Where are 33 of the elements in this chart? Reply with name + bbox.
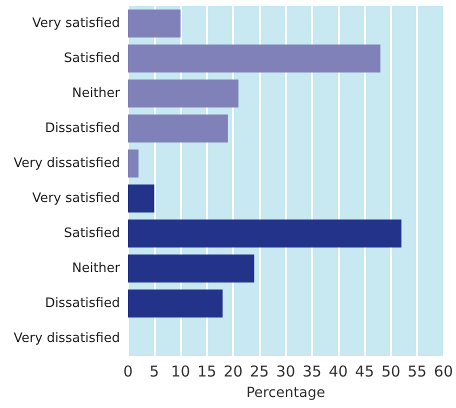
bar: [128, 220, 402, 248]
y-tick-label: Satisfied: [64, 51, 120, 66]
x-tick-label: 10: [171, 362, 190, 380]
y-tick-label: Very satisfied: [32, 191, 120, 206]
y-tick-label: Very dissatisfied: [14, 156, 120, 171]
x-tick-label: 30: [276, 362, 296, 380]
x-tick-label: 25: [250, 362, 269, 380]
x-tick-label: 40: [328, 362, 348, 380]
bar: [128, 114, 228, 142]
x-tick-label: 60: [434, 362, 454, 380]
y-tick-label: Very satisfied: [32, 16, 120, 31]
y-tick-label: Neither: [72, 86, 121, 101]
x-tick-label: 0: [123, 362, 133, 380]
x-tick-label: 50: [381, 362, 400, 380]
y-tick-label: Neither: [72, 261, 121, 276]
y-tick-label: Dissatisfied: [44, 296, 120, 311]
bar: [128, 80, 238, 108]
bar: [128, 290, 223, 318]
x-tick-label: 20: [224, 362, 243, 380]
bar: [128, 10, 181, 38]
bar: [128, 184, 154, 212]
x-tick-label: 35: [302, 362, 322, 380]
x-tick-label: 15: [197, 362, 216, 380]
x-tick-label: 45: [355, 362, 374, 380]
x-tick-label: 5: [150, 362, 160, 380]
x-tick-label: 55: [408, 362, 427, 380]
y-tick-label: Very dissatisfied: [14, 331, 120, 346]
y-tick-label: Dissatisfied: [44, 121, 120, 136]
x-axis-title: Percentage: [246, 385, 326, 401]
bar: [128, 254, 254, 282]
bar: [128, 150, 139, 178]
y-tick-label: Satisfied: [64, 226, 120, 241]
bar: [128, 44, 380, 72]
